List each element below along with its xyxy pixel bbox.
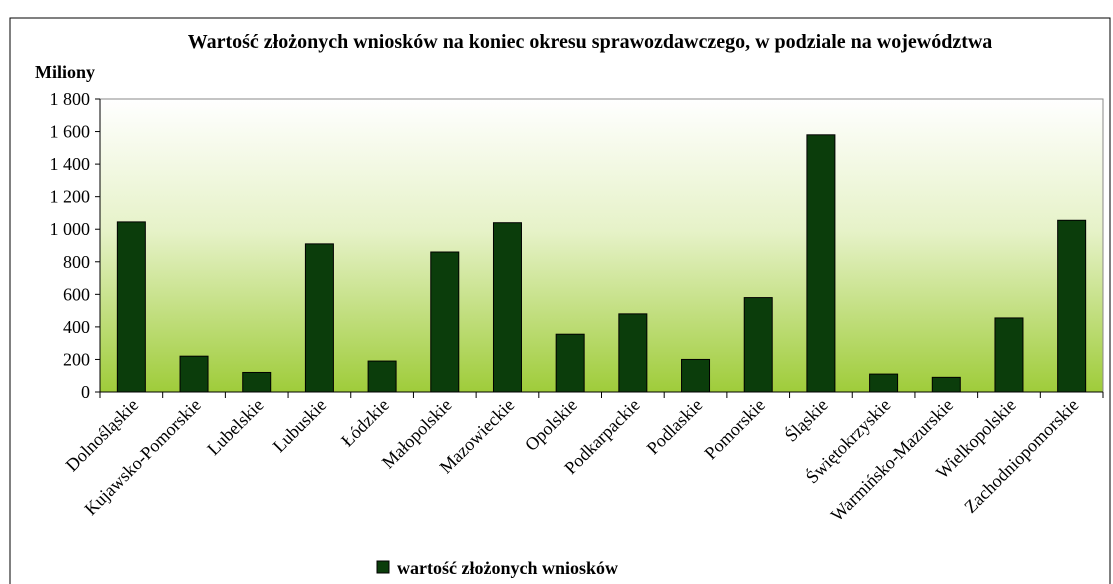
bar xyxy=(492,222,522,393)
legend-label: wartość złożonych wniosków xyxy=(397,558,618,578)
y-tick-label: 1 800 xyxy=(50,89,91,109)
bar xyxy=(618,313,648,393)
bar xyxy=(1057,219,1087,393)
bar xyxy=(116,221,146,393)
bar xyxy=(430,251,460,393)
y-tick-label: 1 400 xyxy=(50,154,91,174)
chart-title: Wartość złożonych wniosków na koniec okr… xyxy=(187,31,993,53)
y-tick-label: 1 200 xyxy=(50,187,91,207)
legend-swatch xyxy=(376,560,390,574)
bar xyxy=(179,355,209,393)
bar xyxy=(242,371,272,393)
bar xyxy=(806,134,836,393)
bar xyxy=(367,360,397,393)
y-tick-label: 800 xyxy=(63,252,90,272)
y-tick-label: 600 xyxy=(63,284,90,304)
y-axis-label: Miliony xyxy=(35,62,95,82)
y-tick-label: 200 xyxy=(63,349,90,369)
bar xyxy=(681,358,711,393)
bar xyxy=(869,373,899,393)
bar xyxy=(304,243,334,393)
y-tick-label: 1 600 xyxy=(50,122,91,142)
bar xyxy=(555,333,585,393)
bar xyxy=(743,297,773,393)
y-tick-label: 1 000 xyxy=(50,219,91,239)
plot-area xyxy=(99,98,1104,393)
y-tick-label: 400 xyxy=(63,317,90,337)
bar xyxy=(931,376,961,393)
y-tick-label: 0 xyxy=(81,382,90,402)
bar xyxy=(994,317,1024,393)
